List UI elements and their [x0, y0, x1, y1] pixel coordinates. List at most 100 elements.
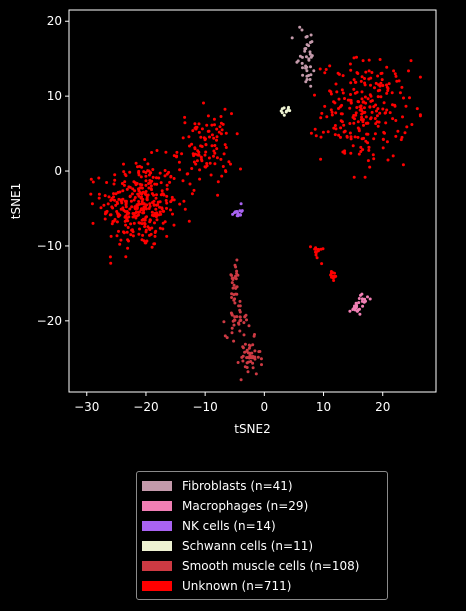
data-point: [253, 357, 257, 361]
data-point: [106, 202, 110, 206]
data-point: [125, 210, 129, 213]
data-point: [375, 109, 378, 113]
data-point: [182, 199, 186, 203]
data-point: [233, 301, 237, 305]
data-point: [331, 271, 335, 275]
data-point: [364, 299, 367, 303]
data-point: [349, 137, 353, 141]
data-point: [370, 71, 374, 74]
data-point: [212, 154, 215, 158]
data-point: [329, 90, 333, 94]
data-point: [378, 58, 382, 61]
data-point: [136, 165, 139, 169]
data-point: [196, 153, 200, 157]
data-point: [308, 41, 312, 44]
data-point: [304, 80, 308, 84]
data-point: [97, 196, 101, 200]
data-point: [142, 202, 146, 206]
data-point: [343, 151, 347, 155]
data-point: [212, 136, 216, 140]
data-point: [126, 226, 130, 229]
data-point: [113, 173, 117, 177]
data-point: [137, 200, 141, 203]
data-point: [153, 231, 157, 234]
data-point: [321, 247, 325, 251]
data-point: [377, 120, 381, 124]
data-point: [123, 180, 127, 184]
data-point: [203, 153, 207, 157]
data-point: [364, 139, 368, 143]
data-point: [243, 314, 247, 318]
data-point: [313, 127, 317, 131]
data-point: [385, 91, 389, 95]
data-point: [230, 281, 234, 285]
data-point: [140, 238, 144, 242]
data-point: [193, 122, 197, 126]
data-point: [323, 71, 327, 75]
data-point: [207, 156, 211, 160]
data-point: [352, 78, 356, 82]
data-point: [153, 221, 156, 225]
data-point: [210, 123, 214, 127]
data-point: [238, 213, 242, 217]
data-point: [401, 115, 404, 119]
data-point: [147, 207, 151, 210]
data-point: [112, 219, 116, 223]
data-point: [394, 119, 398, 122]
data-point: [109, 213, 113, 217]
data-point: [215, 138, 218, 142]
data-point: [363, 175, 367, 179]
data-point: [212, 117, 216, 121]
data-point: [156, 203, 160, 207]
data-point: [351, 144, 355, 148]
data-point: [300, 28, 304, 32]
data-point: [245, 361, 249, 365]
data-point: [175, 154, 179, 158]
data-point: [122, 170, 126, 174]
data-point: [384, 111, 388, 115]
data-point: [160, 189, 164, 193]
data-point: [163, 169, 167, 172]
data-point: [312, 69, 316, 73]
data-point: [161, 227, 165, 231]
data-point: [141, 190, 145, 194]
data-point: [368, 297, 372, 301]
data-point: [113, 178, 117, 182]
data-point: [298, 54, 302, 58]
data-point: [314, 250, 317, 254]
data-point: [380, 71, 384, 75]
data-point: [197, 122, 201, 126]
data-point: [232, 276, 235, 280]
data-point: [213, 162, 217, 166]
data-point: [131, 215, 135, 219]
data-point: [90, 202, 94, 206]
data-point: [334, 82, 338, 86]
data-point: [220, 174, 224, 178]
data-point: [115, 220, 119, 224]
data-point: [132, 198, 136, 202]
data-point: [161, 221, 165, 225]
data-point: [353, 135, 357, 139]
data-point: [190, 167, 194, 170]
data-point: [102, 203, 106, 207]
data-point: [202, 101, 205, 105]
data-point: [122, 162, 125, 166]
data-point: [144, 174, 148, 178]
data-point: [152, 199, 156, 203]
data-point: [234, 286, 238, 290]
data-point: [172, 154, 176, 158]
data-point: [230, 292, 234, 296]
data-point: [124, 205, 128, 209]
data-point: [353, 308, 357, 312]
data-point: [349, 151, 353, 155]
data-point: [146, 169, 150, 173]
data-point: [200, 127, 204, 131]
data-point: [160, 206, 164, 210]
data-point: [362, 123, 365, 127]
data-point: [186, 172, 190, 176]
data-point: [286, 107, 290, 111]
data-point: [249, 360, 253, 363]
legend-item: Macrophages (n=29): [137, 496, 387, 516]
data-point: [355, 90, 359, 94]
data-point: [219, 132, 223, 136]
